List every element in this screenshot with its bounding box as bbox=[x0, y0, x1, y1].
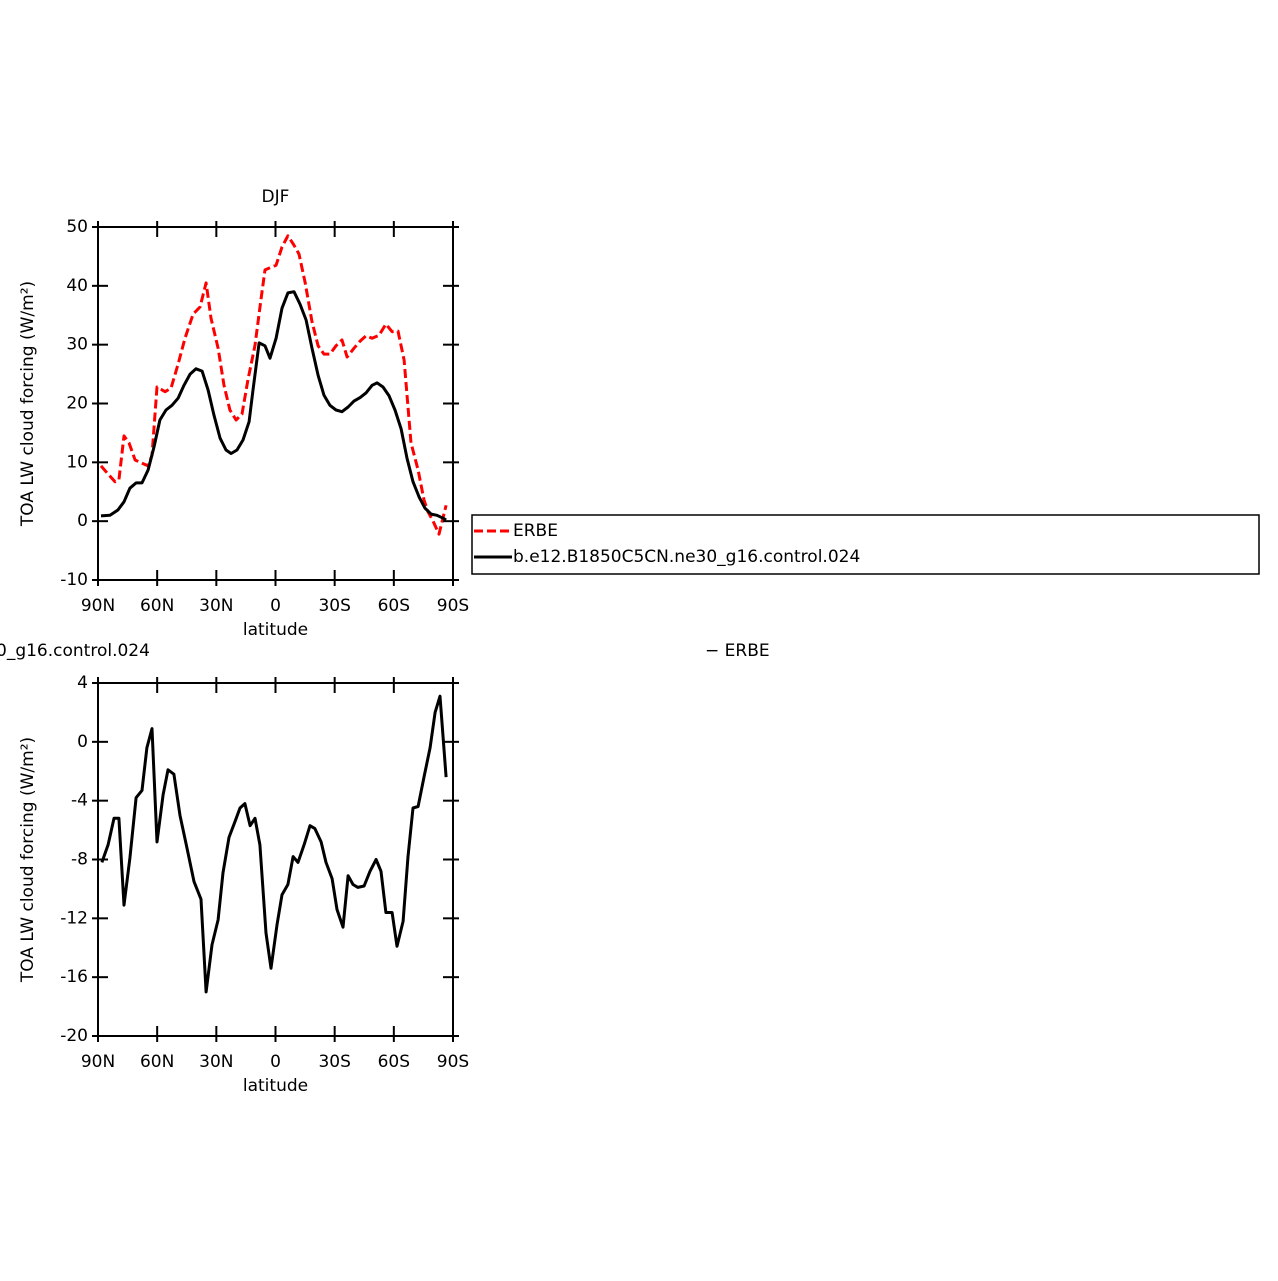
x-tick-label: 30S bbox=[318, 596, 350, 616]
y-axis-label: TOA LW cloud forcing (W/m²) bbox=[18, 737, 38, 983]
y-tick-label: 0 bbox=[77, 732, 88, 752]
chart-title: − ERBE bbox=[705, 641, 770, 661]
y-tick-label: 0 bbox=[77, 511, 88, 531]
x-axis-label: latitude bbox=[243, 620, 308, 640]
y-tick-label: -4 bbox=[71, 791, 88, 811]
legend-box bbox=[471, 514, 1260, 575]
x-tick-label: 0 bbox=[270, 1052, 281, 1072]
y-tick-label: 40 bbox=[66, 276, 88, 296]
data-line bbox=[100, 694, 448, 994]
x-tick-label: 30S bbox=[318, 1052, 350, 1072]
y-tick-label: -8 bbox=[71, 850, 88, 870]
x-axis-label: latitude bbox=[243, 1076, 308, 1096]
data-line bbox=[99, 234, 448, 536]
x-tick-label: 0 bbox=[270, 596, 281, 616]
y-tick-label: -12 bbox=[60, 908, 88, 928]
x-tick-label: 30N bbox=[199, 1052, 233, 1072]
x-tick-label: 60S bbox=[378, 596, 410, 616]
y-tick-label: -20 bbox=[60, 1026, 88, 1046]
x-tick-label: 60S bbox=[378, 1052, 410, 1072]
x-tick-label: 90S bbox=[437, 1052, 469, 1072]
y-tick-label: 20 bbox=[66, 394, 88, 414]
data-line bbox=[100, 290, 447, 522]
y-tick-label: -16 bbox=[60, 967, 88, 987]
y-tick-label: 4 bbox=[77, 673, 88, 693]
x-tick-label: 90S bbox=[437, 596, 469, 616]
x-tick-label: 60N bbox=[140, 1052, 174, 1072]
y-axis-label: TOA LW cloud forcing (W/m²) bbox=[18, 281, 38, 527]
x-tick-label: 90N bbox=[81, 1052, 115, 1072]
y-tick-label: 10 bbox=[66, 452, 88, 472]
x-tick-label: 60N bbox=[140, 596, 174, 616]
y-tick-label: 50 bbox=[66, 217, 88, 237]
x-tick-label: 90N bbox=[81, 596, 115, 616]
legend-label: b.e12.B1850C5CN.ne30_g16.control.024 bbox=[513, 547, 860, 567]
y-tick-label: -10 bbox=[60, 570, 88, 590]
y-tick-label: 30 bbox=[66, 335, 88, 355]
chart-title: DJF bbox=[262, 187, 290, 207]
legend-label: ERBE bbox=[513, 521, 558, 541]
plot-frame bbox=[97, 226, 454, 581]
chart-title: 0_g16.control.024 bbox=[0, 641, 150, 661]
x-tick-label: 30N bbox=[199, 596, 233, 616]
